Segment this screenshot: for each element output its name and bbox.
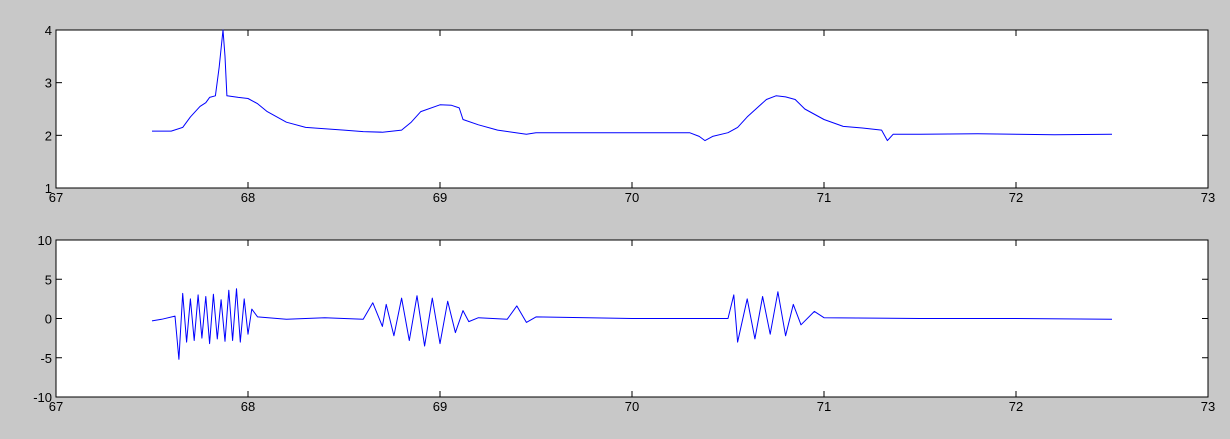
y-tick-label: 2 [45,128,52,143]
y-tick-label: 3 [45,76,52,91]
axes-top: 67 68 69 70 71 72 73 1 2 3 4 [45,23,1215,205]
x-tick-label: 70 [625,399,639,414]
x-tick-label: 69 [433,399,447,414]
x-tick-label: 73 [1201,399,1215,414]
y-tick-label: 0 [45,312,52,327]
x-tick-label: 72 [1009,190,1023,205]
x-tick-label: 70 [625,190,639,205]
series-line-bottom [151,288,1113,360]
y-tick-label: 5 [45,272,52,287]
x-tick-label: 69 [433,190,447,205]
y-tick-label: 4 [45,23,52,38]
plot-area-top [55,29,1209,189]
y-tick-label: -5 [40,351,52,366]
y-tick-label: -10 [33,390,52,405]
x-tick-label: 68 [241,190,255,205]
x-tick-label: 73 [1201,190,1215,205]
y-tick-label: 1 [45,181,52,196]
x-tick-label: 68 [241,399,255,414]
x-tick-label: 67 [49,399,63,414]
x-tick-label: 71 [817,399,831,414]
y-tick-label: 10 [38,233,52,248]
series-line-top [152,29,1113,142]
x-tick-label: 67 [49,190,63,205]
x-tick-label: 72 [1009,399,1023,414]
axes-bottom: 67 68 69 70 71 72 73 -10 -5 0 5 10 [33,233,1215,414]
x-tick-label: 71 [817,190,831,205]
